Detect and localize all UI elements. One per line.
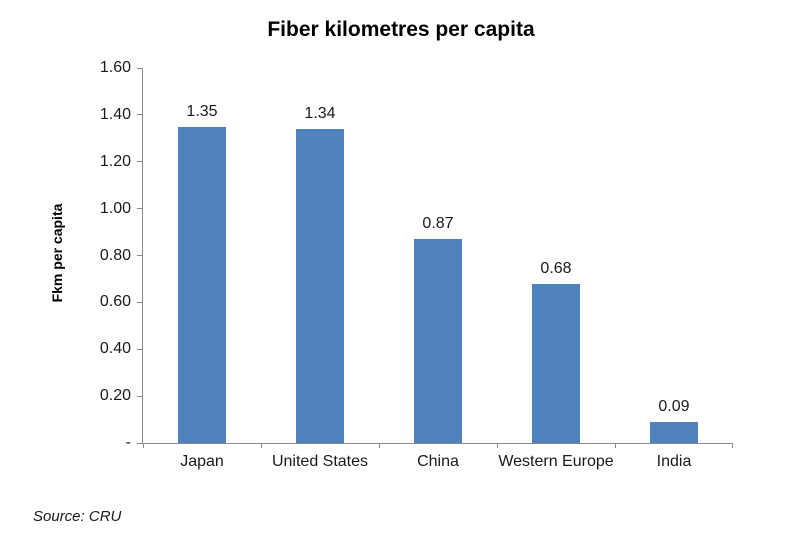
bar-value-label: 1.35 xyxy=(186,102,218,120)
y-axis-tick xyxy=(137,395,142,397)
y-tick-label: - xyxy=(125,434,131,451)
x-tick-label-india: India xyxy=(656,453,692,470)
bar-japan xyxy=(178,126,226,443)
y-tick-label: 0.60 xyxy=(99,293,131,311)
x-axis-tick xyxy=(732,443,733,448)
y-axis-tick xyxy=(137,301,142,303)
y-axis-tick xyxy=(137,442,142,444)
y-tick-label: 1.20 xyxy=(99,152,131,170)
x-tick-label-united-states: United States xyxy=(271,453,369,470)
x-axis-tick xyxy=(261,443,262,448)
bar-united-states xyxy=(296,128,344,443)
bar-value-label: 0.87 xyxy=(422,215,454,233)
source-note: Source: CRU xyxy=(33,508,122,525)
y-tick-label: 0.40 xyxy=(99,340,131,358)
y-tick-label: 1.40 xyxy=(99,105,131,123)
bar-value-label: 0.09 xyxy=(658,397,690,415)
chart-title: Fiber kilometres per capita xyxy=(267,18,535,41)
x-tick-label-japan: Japan xyxy=(180,453,224,470)
bar-western-europe xyxy=(532,283,580,443)
y-axis-tick xyxy=(137,67,142,69)
bar-china xyxy=(414,239,462,443)
bar-india xyxy=(650,421,698,443)
x-axis-tick xyxy=(615,443,616,448)
y-axis-tick xyxy=(137,161,142,163)
x-axis-tick xyxy=(379,443,380,448)
y-tick-label: 1.60 xyxy=(99,59,131,76)
y-axis-tick xyxy=(137,255,142,256)
bar-value-label: 0.68 xyxy=(540,259,572,277)
y-axis-tick xyxy=(137,208,142,210)
x-tick-label-china: China xyxy=(417,453,459,470)
bar-value-label: 1.34 xyxy=(304,104,336,122)
x-axis-tick xyxy=(497,443,498,448)
plot-area: - 0.20 0.40 0.60 0.80 1.00 1.20 1.40 1.60 1.35 Jap… xyxy=(100,59,733,470)
y-tick-label: 0.20 xyxy=(99,387,131,405)
y-tick-label: 1.00 xyxy=(99,199,131,217)
y-tick-label: 0.80 xyxy=(99,246,131,264)
x-tick-label-western-europe: Western Europe xyxy=(498,453,614,470)
y-axis-tick xyxy=(137,348,142,350)
x-axis-tick xyxy=(143,443,144,448)
y-axis-title: Fkm per capita xyxy=(49,203,65,303)
y-axis-tick xyxy=(137,114,142,116)
